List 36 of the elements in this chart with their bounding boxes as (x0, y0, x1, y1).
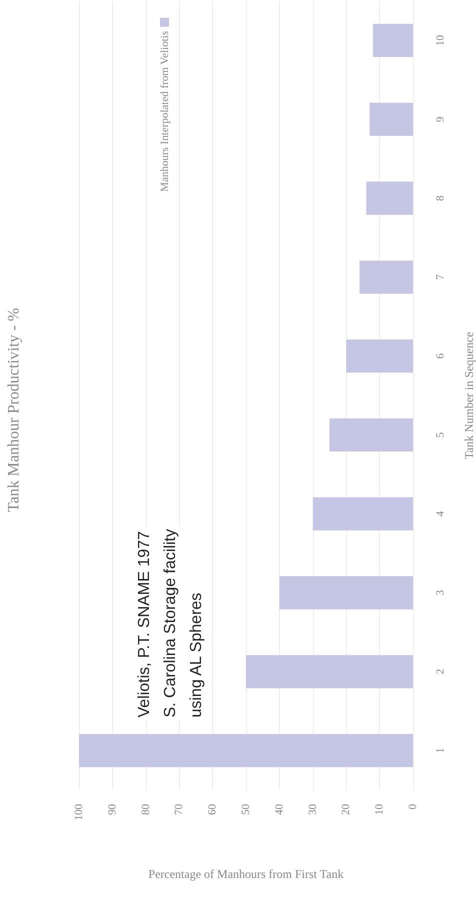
y-tick-label: 10 (434, 34, 446, 46)
x-tick-label: 100 (73, 804, 85, 820)
x-tick-label: 50 (240, 804, 252, 815)
legend-label: Manhours Interpolated from Veliotis (159, 31, 171, 192)
y-tick-label: 8 (434, 195, 446, 201)
y-tick-label: 6 (434, 352, 446, 359)
bar (372, 24, 413, 58)
x-tick-label: 60 (206, 804, 219, 815)
x-axis-title: Percentage of Manhours from First Tank (148, 867, 344, 881)
bar (346, 339, 413, 373)
text: Tank Manhour Productivity - % (6, 308, 22, 512)
y-tick-label: 7 (434, 274, 446, 280)
x-tick-label: 20 (340, 804, 352, 815)
bar (279, 576, 413, 610)
y-tick-label: 5 (434, 432, 446, 438)
bar (360, 260, 413, 294)
bar (79, 734, 413, 768)
bar (246, 655, 413, 688)
y-tick-label: 3 (434, 590, 446, 596)
bar (312, 497, 413, 530)
bar (330, 418, 413, 452)
y-tick-label: 4 (434, 510, 446, 517)
x-tick-label: 30 (306, 804, 319, 815)
y-tick-label: 1 (434, 748, 446, 754)
y-tick-label: 9 (434, 116, 446, 122)
x-tick-label: 0 (407, 804, 419, 810)
y-tick-label: 2 (434, 668, 446, 674)
x-tick-label: 70 (173, 804, 186, 815)
y-axis-title: Tank Number in Sequence (462, 332, 476, 460)
x-tick-label: 10 (374, 804, 386, 815)
annotation: Veliotis, P.T. SNAME 1977 S. Carolina Storage facility using AL Spheres (132, 527, 210, 720)
bar (366, 182, 413, 215)
bar (370, 102, 413, 136)
x-tick-label: 90 (106, 804, 118, 815)
x-tick-label: 40 (273, 804, 286, 815)
x-tick-label: 80 (140, 804, 152, 815)
